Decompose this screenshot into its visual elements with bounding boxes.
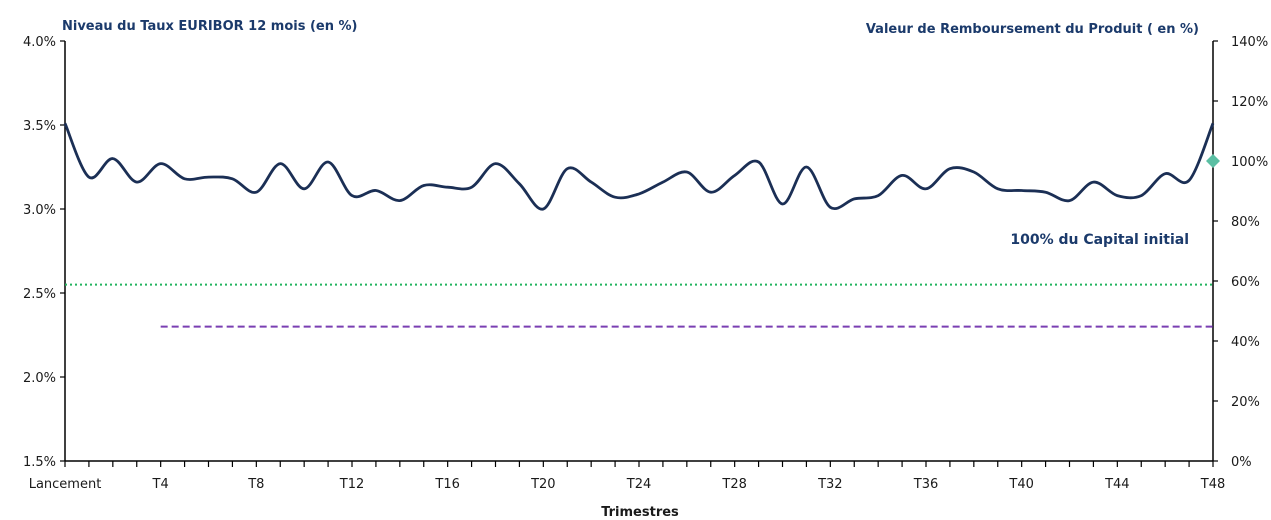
right-tick-label: 0% [1231, 455, 1252, 470]
right-axis-title: Valeur de Remboursement du Produit ( en … [866, 22, 1199, 37]
right-tick-label: 60% [1231, 275, 1260, 290]
plot-area: 1.5% 2.0% 2.5% 3.0% 3.5% 4.0% 0% 20% 40% 60% 80% 10… [23, 35, 1268, 492]
x-tick-label: Lancement [29, 477, 102, 492]
left-axis-title: Niveau du Taux EURIBOR 12 mois (en %) [62, 19, 358, 34]
x-tick-label: T36 [913, 477, 938, 492]
left-tick-label: 2.5% [23, 287, 56, 302]
x-tick-label: T48 [1200, 477, 1225, 492]
x-tick-label: T40 [1008, 477, 1033, 492]
right-tick-label: 100% [1231, 155, 1268, 170]
x-axis-title: Trimestres [601, 505, 679, 520]
x-tick-label: T32 [817, 477, 842, 492]
right-tick-label: 20% [1231, 395, 1260, 410]
x-tick-label: T20 [530, 477, 555, 492]
left-tick-label: 3.0% [23, 203, 56, 218]
right-tick-label: 80% [1231, 215, 1260, 230]
x-tick-label: T4 [152, 477, 169, 492]
left-tick-label: 3.5% [23, 119, 56, 134]
right-tick-label: 40% [1231, 335, 1260, 350]
left-tick-label: 2.0% [23, 371, 56, 386]
left-tick-label: 1.5% [23, 455, 56, 470]
left-tick-label: 4.0% [23, 35, 56, 50]
x-tick-label: T28 [721, 477, 746, 492]
redemption-diamond-marker [1206, 154, 1220, 168]
x-tick-label: T16 [434, 477, 459, 492]
x-tick-label: T44 [1104, 477, 1129, 492]
euribor-series-line [63, 122, 1215, 211]
x-tick-label: T12 [339, 477, 364, 492]
x-tick-label: T24 [626, 477, 651, 492]
right-tick-label: 140% [1231, 35, 1268, 50]
capital-annotation: 100% du Capital initial [1010, 232, 1189, 248]
right-tick-label: 120% [1231, 95, 1268, 110]
x-tick-label: T8 [247, 477, 264, 492]
